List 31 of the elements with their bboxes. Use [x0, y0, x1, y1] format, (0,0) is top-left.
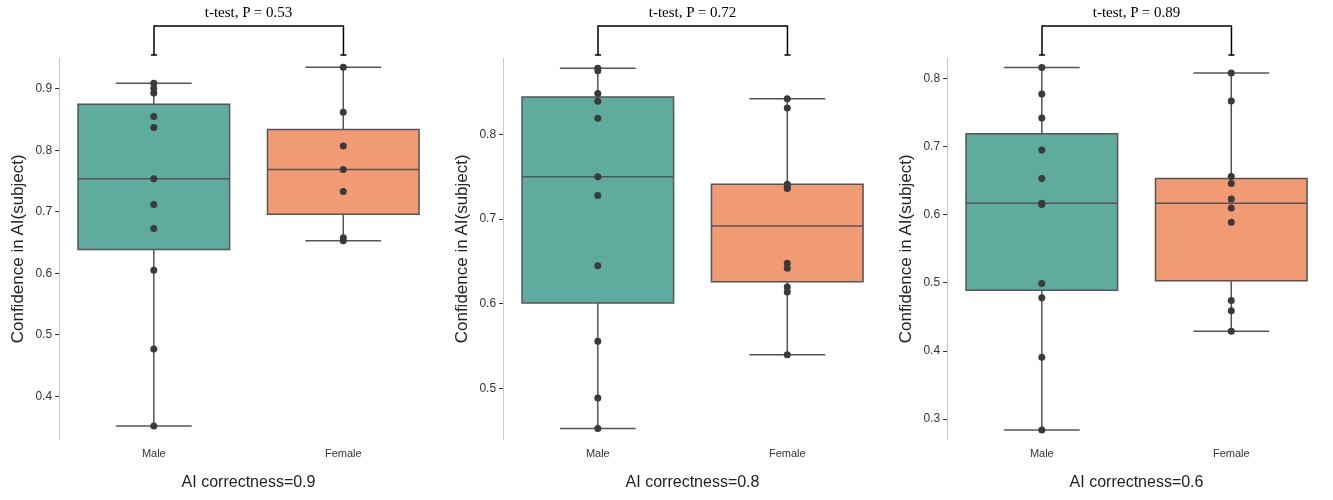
y-tick-label: 0.8 [35, 142, 53, 157]
y-tick-label: 0.5 [35, 327, 53, 342]
x-axis-title: AI correctness=0.9 [181, 472, 316, 490]
text: t-test, P = 0.72 [648, 4, 737, 21]
x-tick-label: Female [768, 447, 806, 460]
x-tick-label: Female [324, 447, 362, 460]
y-tick-label: 0.7 [35, 204, 53, 219]
y-tick-label: 0.7 [479, 211, 497, 226]
y-axis-title: Confidence in AI(subject) [7, 154, 27, 344]
y-tick-label: 0.4 [35, 388, 53, 403]
y-tick-label: 0.7 [923, 138, 941, 153]
y-tick-label: 0.5 [923, 275, 941, 290]
x-tick-label: Male [1029, 447, 1054, 460]
y-tick-label: 0.4 [923, 343, 941, 358]
text: t-test, P = 0.89 [1092, 4, 1181, 21]
text: t-test, P = 0.53 [204, 4, 293, 21]
y-tick-label: 0.6 [923, 207, 941, 222]
x-axis-title: AI correctness=0.6 [1069, 472, 1204, 490]
x-tick-label: Male [141, 447, 166, 460]
y-tick-label: 0.8 [923, 70, 941, 85]
y-axis-title: Confidence in AI(subject) [451, 154, 471, 344]
y-tick-label: 0.9 [35, 81, 53, 96]
x-tick-label: Female [1212, 447, 1250, 460]
x-tick-label: Male [585, 447, 610, 460]
y-tick-label: 0.6 [479, 296, 497, 311]
y-axis-title: Confidence in AI(subject) [895, 154, 915, 344]
y-tick-label: 0.6 [35, 265, 53, 280]
y-tick-label: 0.3 [923, 411, 941, 426]
y-tick-label: 0.8 [479, 126, 497, 141]
x-axis-title: AI correctness=0.8 [625, 472, 760, 490]
y-tick-label: 0.5 [479, 381, 497, 396]
